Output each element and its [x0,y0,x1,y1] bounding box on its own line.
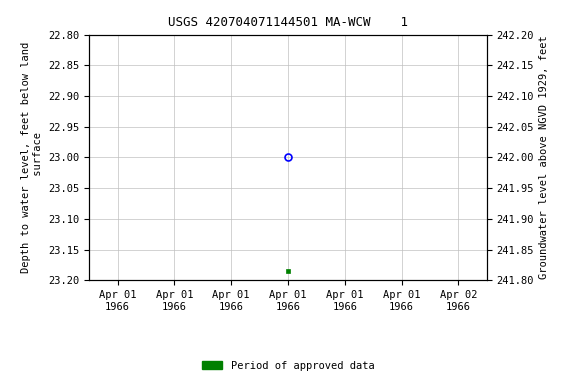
Y-axis label: Depth to water level, feet below land
 surface: Depth to water level, feet below land su… [21,42,43,273]
Title: USGS 420704071144501 MA-WCW    1: USGS 420704071144501 MA-WCW 1 [168,16,408,29]
Legend: Period of approved data: Period of approved data [198,357,378,375]
Y-axis label: Groundwater level above NGVD 1929, feet: Groundwater level above NGVD 1929, feet [540,36,550,279]
